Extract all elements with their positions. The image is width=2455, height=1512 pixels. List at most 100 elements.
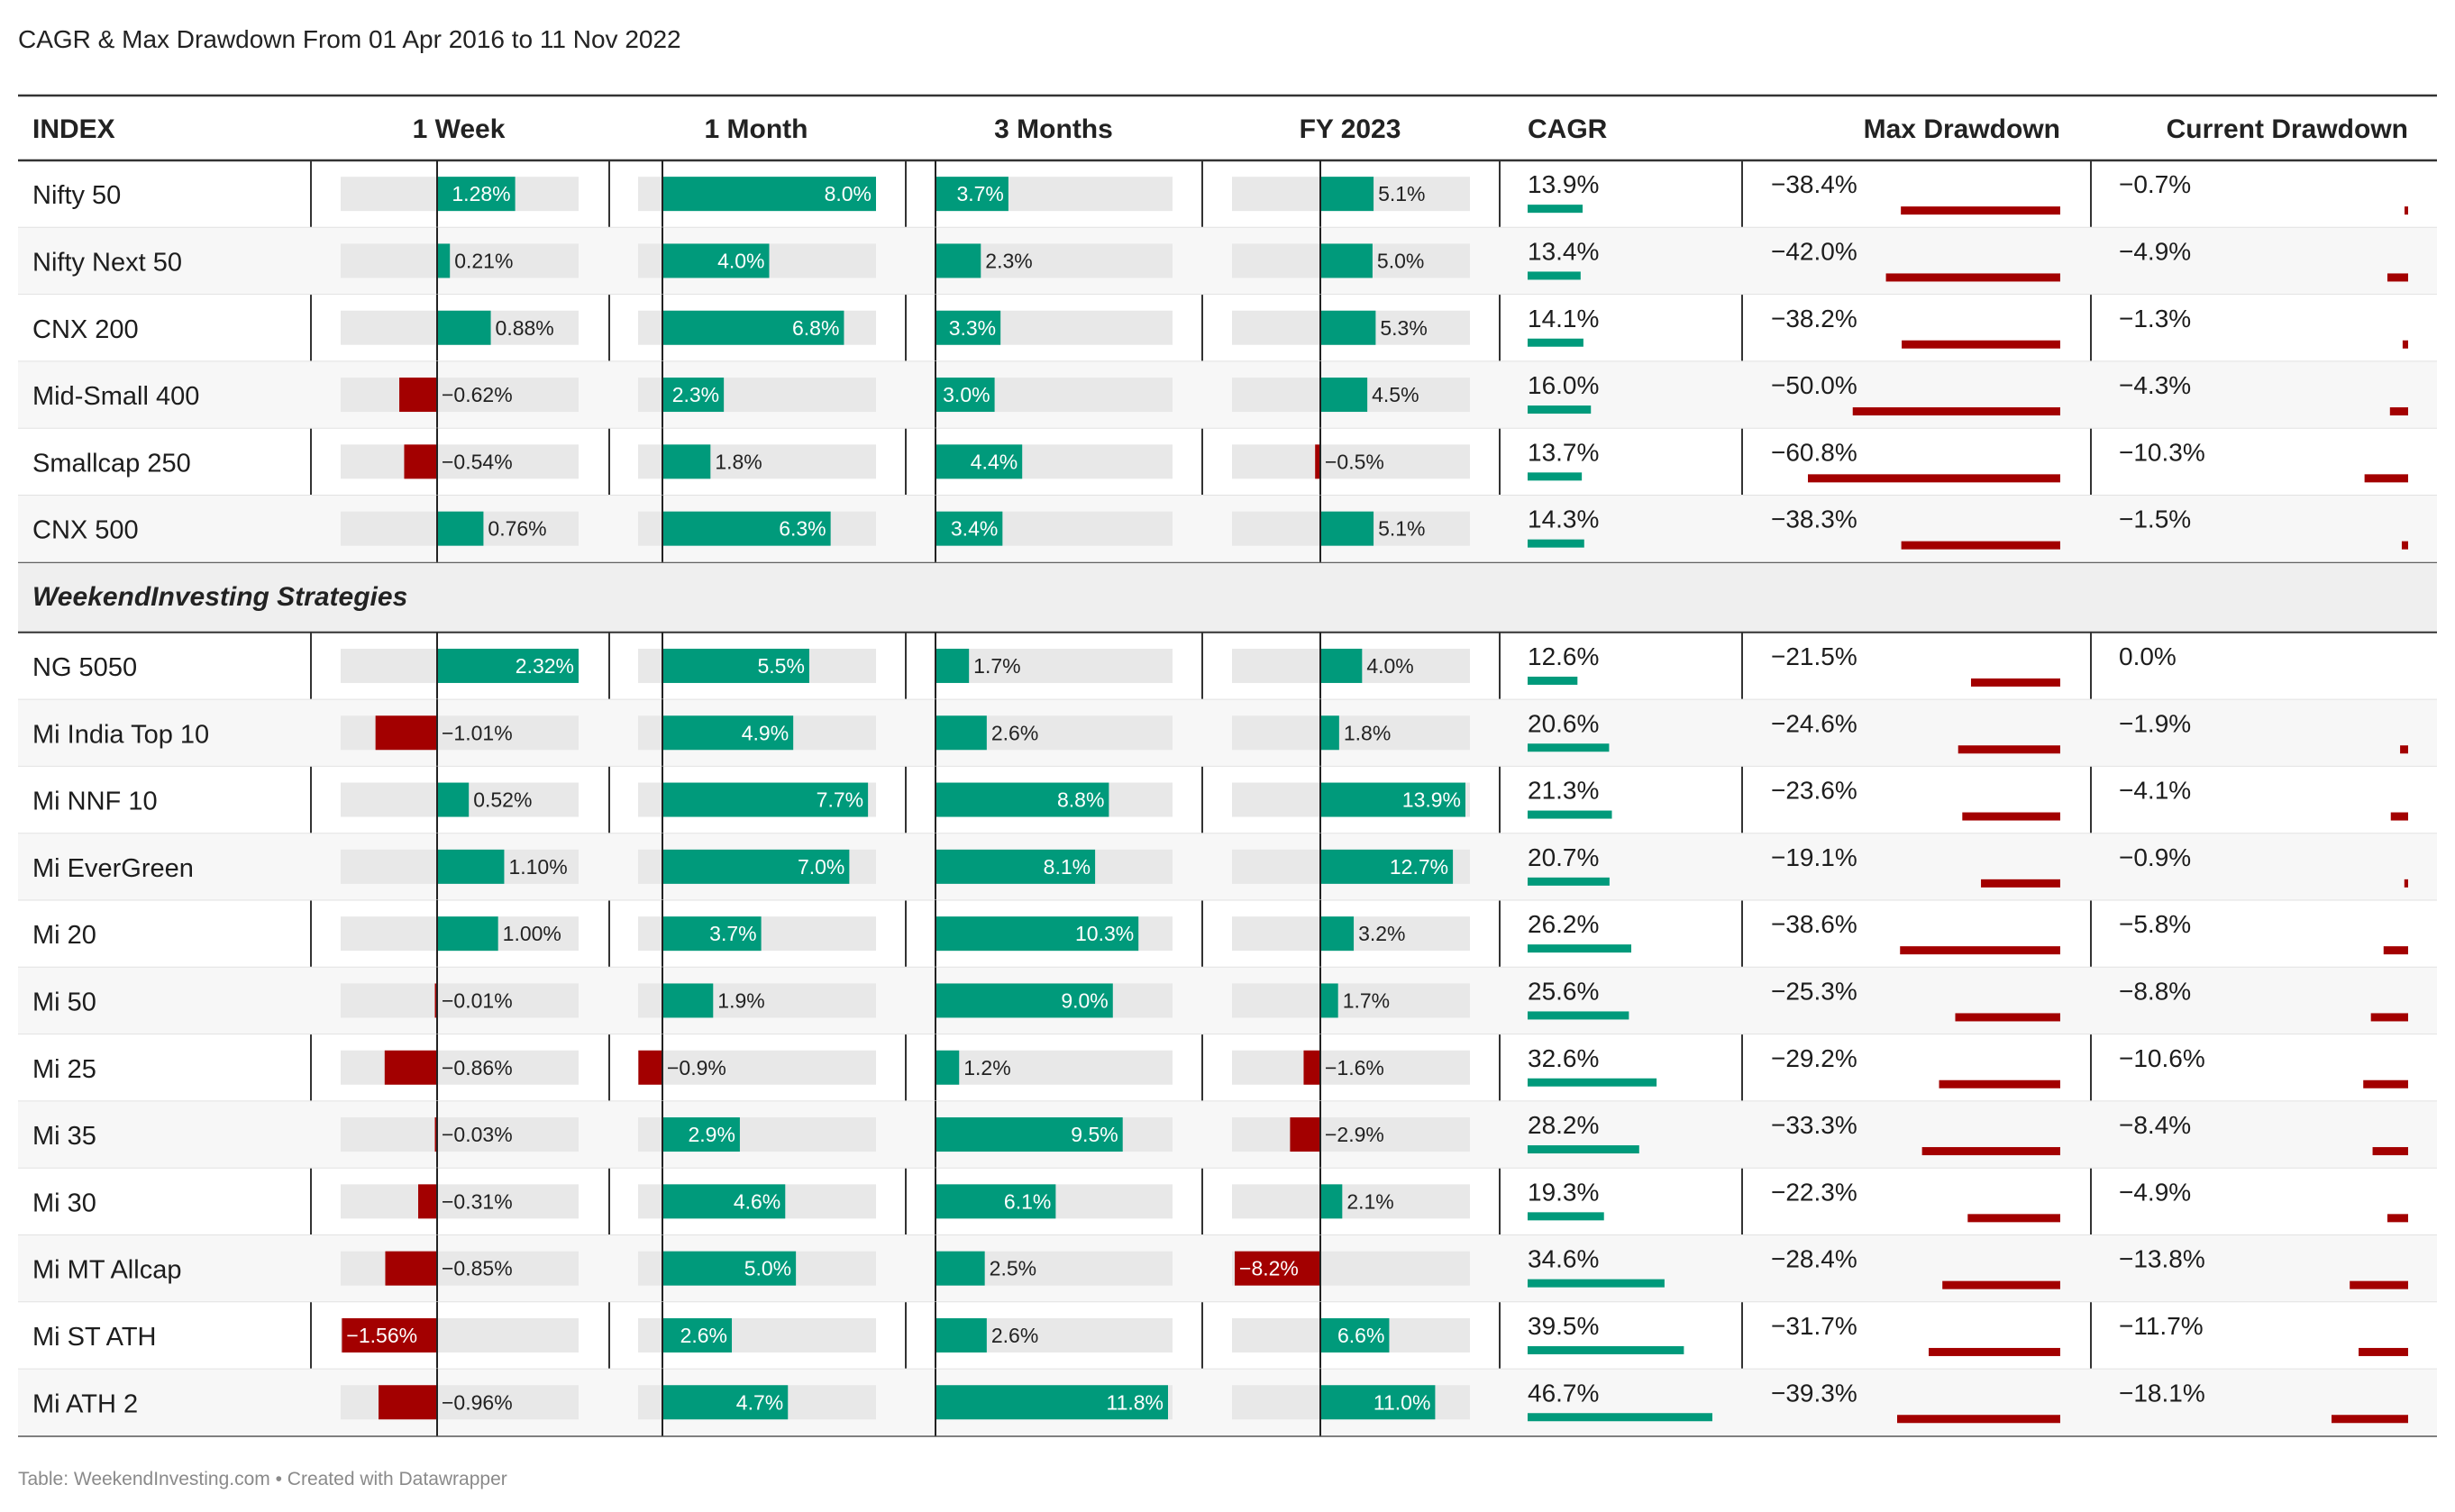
current-drawdown-bar xyxy=(2370,1013,2408,1022)
max-drawdown-bar xyxy=(1929,1347,2060,1356)
bar-week xyxy=(385,1251,437,1286)
cagr-label: 39.5% xyxy=(1528,1312,1599,1340)
value-label-week: 0.52% xyxy=(473,788,532,812)
bar-fy2023 xyxy=(1320,378,1368,413)
value-label-month: 4.7% xyxy=(736,1390,783,1414)
cagr-bar xyxy=(1528,1279,1665,1288)
value-label-three_months: 3.7% xyxy=(956,182,1003,205)
value-label-fy2023: 6.6% xyxy=(1337,1324,1384,1347)
current-drawdown-label: −1.5% xyxy=(2119,506,2191,533)
bar-week xyxy=(404,444,437,479)
bar-fy2023 xyxy=(1235,1251,1320,1286)
row-name: Mi MT Allcap xyxy=(32,1256,181,1285)
value-label-week: −1.01% xyxy=(442,721,513,744)
value-label-week: −0.54% xyxy=(442,450,513,473)
value-label-month: 6.8% xyxy=(792,316,839,340)
value-label-month: 7.7% xyxy=(817,788,863,812)
header-max-drawdown: Max Drawdown xyxy=(1864,114,2060,144)
max-drawdown-bar xyxy=(1967,1214,2060,1223)
bar-three_months xyxy=(935,1050,960,1085)
cagr-label: 16.0% xyxy=(1528,371,1599,399)
current-drawdown-bar xyxy=(2383,946,2408,955)
value-label-three_months: 3.3% xyxy=(949,316,996,340)
value-label-fy2023: 5.1% xyxy=(1378,517,1425,541)
cagr-label: 28.2% xyxy=(1528,1111,1599,1139)
row-name: CNX 200 xyxy=(32,315,139,344)
row-name: Mi India Top 10 xyxy=(32,720,209,749)
cagr-label: 13.9% xyxy=(1528,170,1599,198)
max-drawdown-bar xyxy=(1962,812,2060,821)
bar-week xyxy=(437,782,470,817)
bar-week xyxy=(437,916,498,952)
bar-week xyxy=(434,1117,437,1152)
value-label-three_months: 8.8% xyxy=(1057,788,1104,812)
current-drawdown-label: −10.3% xyxy=(2119,438,2205,466)
value-label-three_months: 2.6% xyxy=(991,721,1038,744)
cagr-label: 25.6% xyxy=(1528,977,1599,1005)
cagr-label: 13.7% xyxy=(1528,438,1599,466)
value-label-week: −0.85% xyxy=(442,1257,513,1280)
cagr-bar xyxy=(1528,743,1610,752)
max-drawdown-bar xyxy=(1970,678,2060,687)
current-drawdown-bar xyxy=(2387,273,2408,282)
current-drawdown-bar xyxy=(2387,1214,2408,1223)
value-label-week: 1.10% xyxy=(508,855,567,879)
bar-three_months xyxy=(935,1251,985,1286)
cagr-bar xyxy=(1528,472,1583,481)
current-drawdown-bar xyxy=(2350,1280,2408,1289)
cagr-bar xyxy=(1528,539,1584,548)
bar-track xyxy=(341,378,579,413)
max-drawdown-bar xyxy=(1885,273,2060,282)
value-label-month: 4.9% xyxy=(742,721,789,744)
row-name: CNX 500 xyxy=(32,516,139,545)
value-label-week: 1.28% xyxy=(452,182,510,205)
bar-fy2023 xyxy=(1320,916,1355,952)
max-drawdown-bar xyxy=(1921,1147,2060,1156)
max-drawdown-label: −33.3% xyxy=(1771,1111,1857,1139)
current-drawdown-bar xyxy=(2363,1079,2408,1088)
bar-week xyxy=(437,849,505,884)
value-label-three_months: 9.5% xyxy=(1071,1123,1118,1146)
value-label-month: 5.0% xyxy=(744,1257,791,1280)
bar-week xyxy=(437,243,451,278)
value-label-month: 8.0% xyxy=(825,182,872,205)
bar-track xyxy=(341,983,579,1018)
group-label: WeekendInvesting Strategies xyxy=(32,582,407,612)
current-drawdown-bar xyxy=(2364,474,2408,483)
bar-three_months xyxy=(935,1385,1168,1420)
cagr-label: 20.7% xyxy=(1528,843,1599,871)
bar-week xyxy=(399,378,437,413)
cagr-label: 21.3% xyxy=(1528,777,1599,805)
bar-track xyxy=(341,1251,579,1286)
current-drawdown-label: −4.9% xyxy=(2119,237,2191,265)
cagr-label: 14.1% xyxy=(1528,305,1599,332)
cagr-label: 46.7% xyxy=(1528,1379,1599,1407)
current-drawdown-label: 0.0% xyxy=(2119,642,2177,670)
bar-fy2023 xyxy=(1320,849,1454,884)
current-drawdown-label: −0.9% xyxy=(2119,843,2191,871)
max-drawdown-label: −38.4% xyxy=(1771,170,1857,198)
value-label-week: 0.88% xyxy=(496,316,554,340)
value-label-fy2023: −0.5% xyxy=(1325,450,1384,473)
max-drawdown-label: −38.2% xyxy=(1771,305,1857,332)
row-name: Smallcap 250 xyxy=(32,449,191,478)
value-label-three_months: 2.6% xyxy=(991,1324,1038,1347)
value-label-three_months: 6.1% xyxy=(1004,1189,1051,1213)
cagr-bar xyxy=(1528,1011,1629,1020)
bar-month xyxy=(662,243,770,278)
value-label-fy2023: −1.6% xyxy=(1325,1056,1384,1079)
max-drawdown-bar xyxy=(1902,340,2060,349)
current-drawdown-bar xyxy=(2332,1415,2408,1424)
value-label-week: −0.62% xyxy=(442,383,513,406)
bar-three_months xyxy=(935,444,1023,479)
cagr-bar xyxy=(1528,877,1610,886)
value-label-fy2023: 3.2% xyxy=(1358,922,1405,945)
value-label-fy2023: 5.3% xyxy=(1380,316,1427,340)
current-drawdown-label: −18.1% xyxy=(2119,1379,2205,1407)
max-drawdown-label: −38.6% xyxy=(1771,910,1857,938)
bar-fy2023 xyxy=(1303,1050,1320,1085)
value-label-month: 3.7% xyxy=(709,922,756,945)
row-name: Mi ST ATH xyxy=(32,1323,157,1352)
cagr-bar xyxy=(1528,1212,1604,1221)
